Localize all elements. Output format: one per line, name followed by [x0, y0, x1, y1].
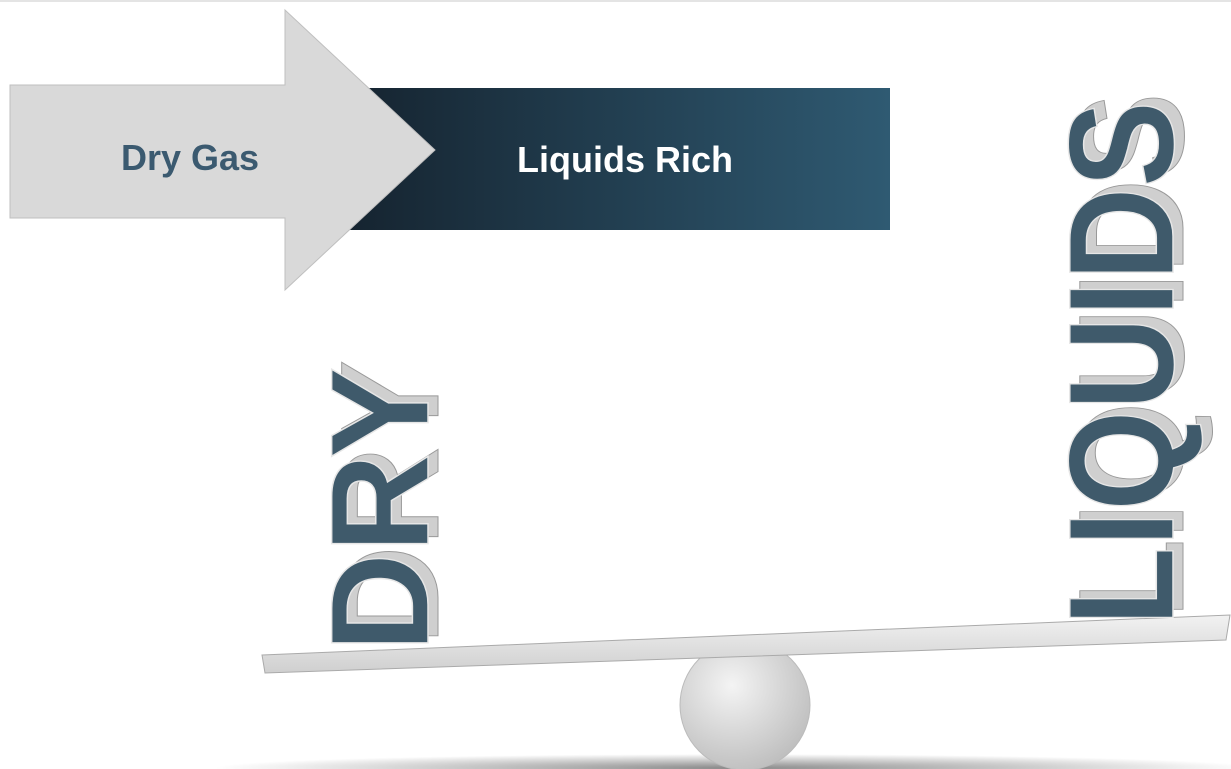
from-label: Dry Gas: [121, 137, 259, 178]
right-word: LIQUIDS: [1037, 101, 1205, 626]
page: Dry Gas Liquids Rich DRY DRY LIQUIDS LIQ…: [0, 0, 1231, 769]
slide: Dry Gas Liquids Rich DRY DRY LIQUIDS LIQ…: [0, 0, 1231, 769]
left-word: DRY: [301, 367, 458, 652]
fulcrum: [680, 640, 810, 769]
to-label: Liquids Rich: [517, 139, 733, 180]
